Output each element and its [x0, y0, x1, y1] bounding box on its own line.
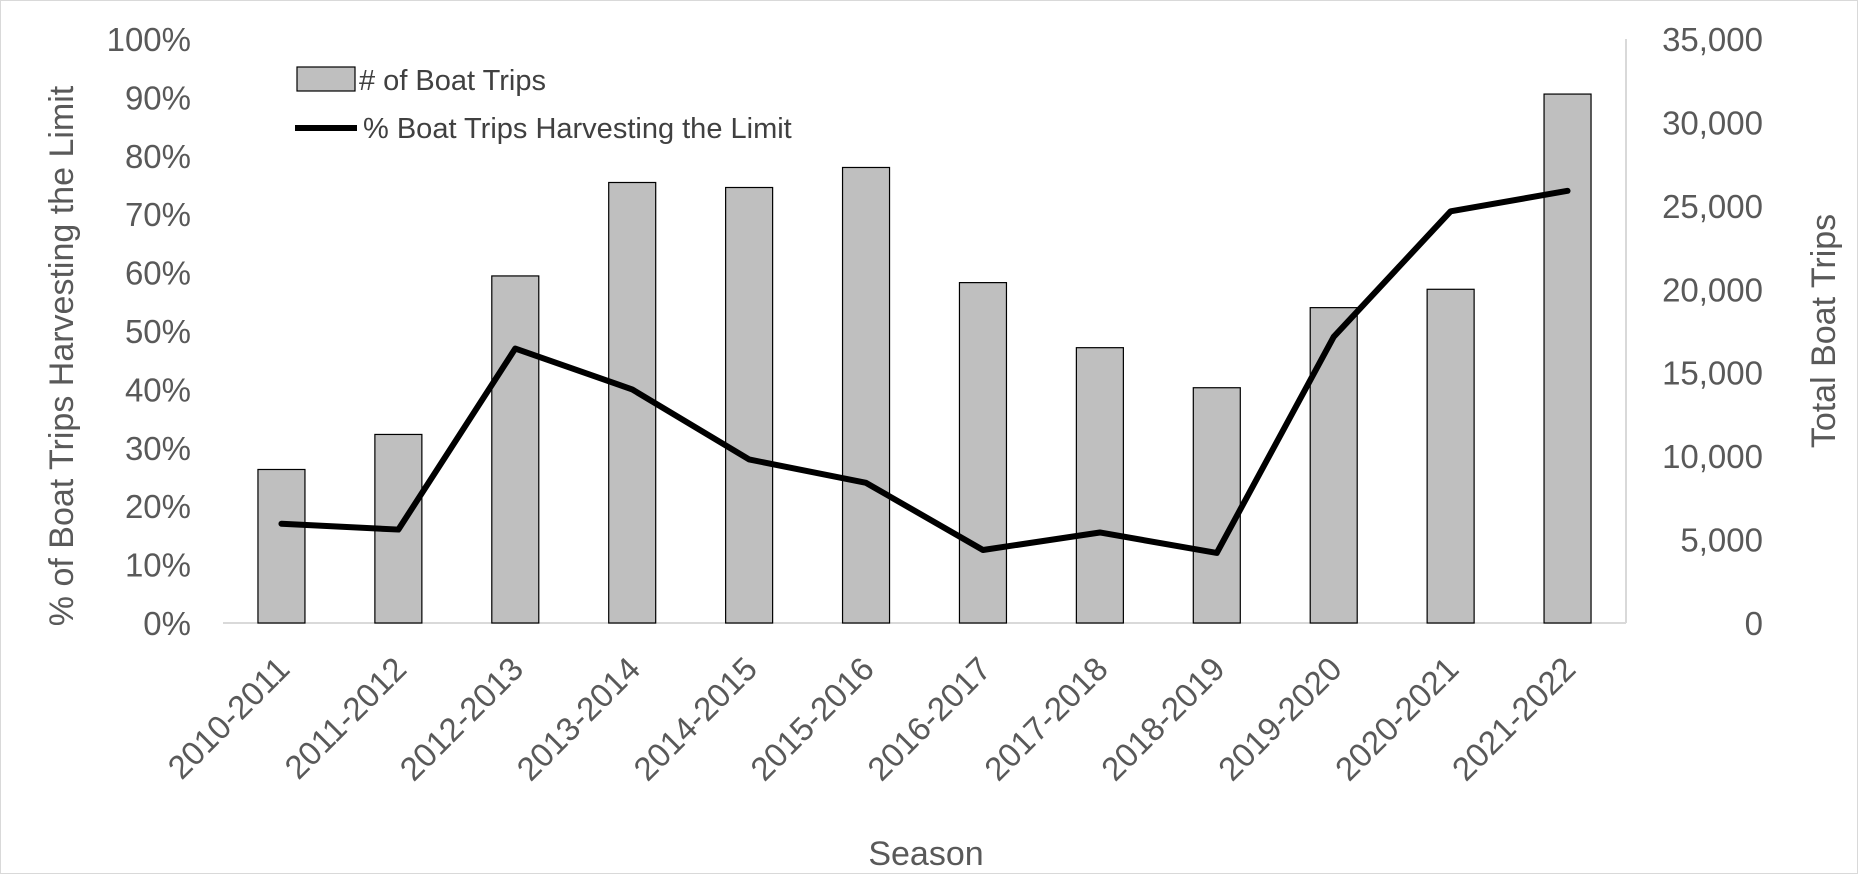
y-tick-left: 80% — [125, 138, 191, 175]
x-tick-label: 2021-2022 — [1445, 650, 1583, 788]
y-tick-left: 100% — [107, 21, 191, 58]
y-tick-right: 0 — [1745, 605, 1763, 642]
bar-2016-2017 — [958, 282, 1008, 624]
line-point-2015-2016 — [865, 482, 867, 484]
bar-2020-2021 — [1426, 288, 1475, 624]
x-tick-label: 2020-2021 — [1328, 650, 1466, 788]
y-tick-right: 30,000 — [1662, 104, 1763, 141]
y-tick-right: 20,000 — [1662, 271, 1763, 308]
legend-swatch-bars — [296, 66, 356, 92]
y-tick-left: 0% — [143, 605, 191, 642]
y-tick-right: 10,000 — [1662, 438, 1763, 475]
y-tick-right: 35,000 — [1662, 21, 1763, 58]
y-tick-left: 50% — [125, 313, 191, 350]
bar-series — [257, 93, 1592, 624]
bar-2014-2015 — [725, 186, 774, 624]
y-tick-left: 30% — [125, 430, 191, 467]
bar-2013-2014 — [608, 181, 657, 624]
x-axis-title: Season — [868, 835, 983, 873]
x-tick-label: 2010-2011 — [160, 650, 296, 786]
bar-2019-2020 — [1309, 307, 1358, 624]
x-tick-label: 2011-2012 — [277, 650, 413, 786]
line-harvest-limit — [278, 187, 1571, 556]
y-tick-left: 60% — [125, 255, 191, 292]
line-point-2020-2021 — [1450, 210, 1452, 212]
x-tick-label: 2013-2014 — [509, 650, 647, 788]
legend-label-bars: # of Boat Trips — [359, 65, 546, 97]
x-tick-label: 2016-2017 — [860, 650, 998, 788]
bar-2017-2018 — [1075, 347, 1124, 624]
y-tick-left: 10% — [125, 547, 191, 584]
y-tick-left: 20% — [125, 488, 191, 525]
line-point-2012-2013 — [514, 348, 516, 350]
x-tick-label: 2012-2013 — [392, 650, 530, 788]
y-tick-right: 15,000 — [1662, 355, 1763, 392]
line-series — [278, 187, 1571, 556]
line-point-2010-2011 — [280, 523, 282, 525]
y-tick-left: 70% — [125, 196, 191, 233]
line-point-2011-2012 — [397, 529, 399, 531]
line-point-2018-2019 — [1216, 552, 1218, 554]
axes — [223, 39, 1627, 624]
y-axis-title-left: % of Boat Trips Harvesting the Limit — [43, 85, 81, 626]
x-tick-label: 2019-2020 — [1211, 650, 1349, 788]
x-tick-label: 2018-2019 — [1094, 650, 1232, 788]
y-tick-left: 90% — [125, 79, 191, 116]
bar-2012-2013 — [491, 275, 540, 624]
line-point-2014-2015 — [748, 458, 750, 460]
bar-2015-2016 — [841, 166, 891, 624]
x-tick-label: 2014-2015 — [626, 650, 764, 788]
line-point-2013-2014 — [631, 388, 633, 390]
line-point-2017-2018 — [1099, 531, 1101, 533]
y-axis-title-right: Total Boat Trips — [1805, 214, 1843, 448]
bar-2018-2019 — [1192, 387, 1241, 624]
y-tick-right: 25,000 — [1662, 188, 1763, 225]
tick-labels: 0% 10% 20% 30% 40% 50% 60% 70% 80% 90% 100% 0 5,000 1… — [107, 21, 1763, 788]
line-point-2021-2022 — [1567, 190, 1569, 192]
y-tick-right: 5,000 — [1680, 522, 1763, 559]
x-tick-label: 2017-2018 — [977, 650, 1115, 788]
bar-2021-2022 — [1543, 93, 1592, 624]
y-tick-left: 40% — [125, 371, 191, 408]
line-point-2019-2020 — [1333, 336, 1335, 338]
line-point-2016-2017 — [982, 549, 984, 551]
x-tick-label: 2015-2016 — [743, 650, 881, 788]
bar-2010-2011 — [257, 468, 306, 624]
legend: # of Boat Trips % Boat Trips Harvesting … — [295, 65, 792, 145]
legend-label-line: % Boat Trips Harvesting the Limit — [363, 113, 792, 145]
